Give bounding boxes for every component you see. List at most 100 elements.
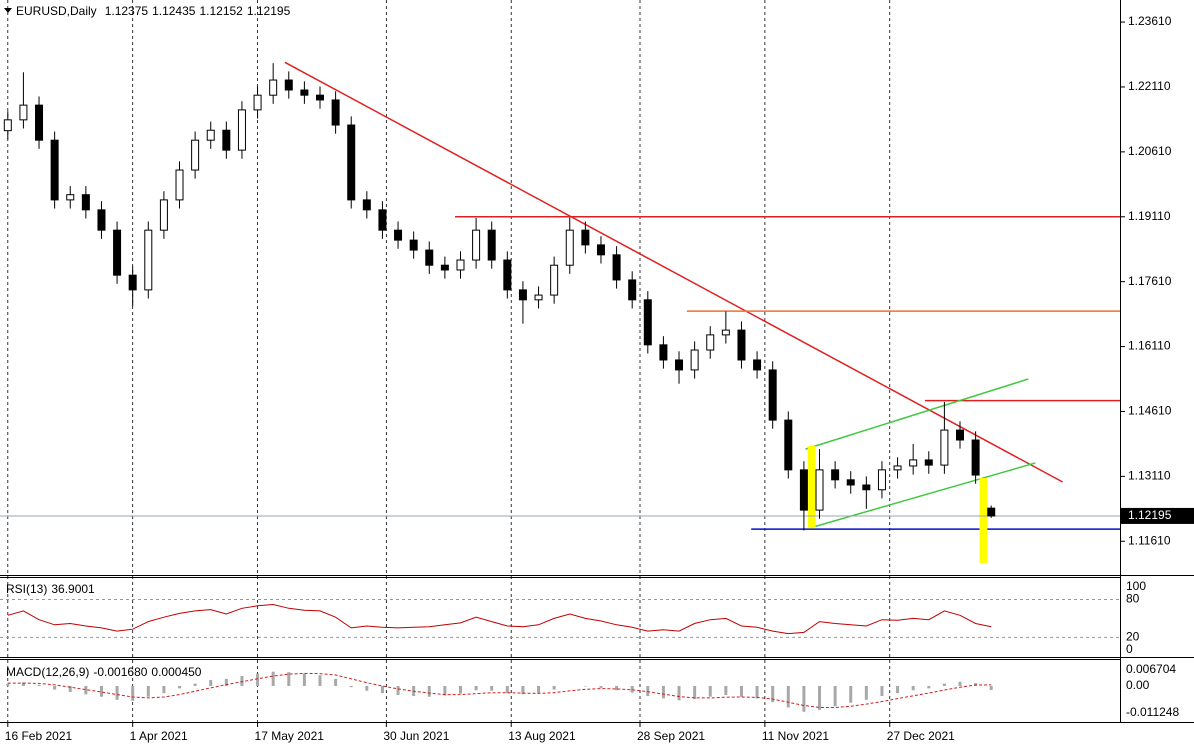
x-tick-label: 11 Nov 2021 bbox=[762, 729, 829, 743]
chart-title: EURUSD,Daily bbox=[16, 4, 97, 18]
candle-body bbox=[81, 194, 90, 211]
candle-body bbox=[690, 349, 699, 371]
y-tick-label: -0.011248 bbox=[1126, 705, 1179, 719]
candle-body bbox=[269, 79, 278, 96]
macd-bar bbox=[724, 685, 728, 696]
candle-body bbox=[706, 334, 715, 351]
candle-body bbox=[347, 124, 356, 201]
x-tick-label: 28 Sep 2021 bbox=[637, 729, 705, 743]
macd-bar bbox=[818, 685, 822, 710]
macd-bar bbox=[537, 685, 541, 694]
candle-body bbox=[784, 419, 793, 471]
macd-bar bbox=[287, 672, 291, 686]
y-tick-label: 1.23610 bbox=[1128, 14, 1172, 28]
candle-body bbox=[378, 209, 387, 231]
macd-bar bbox=[68, 685, 72, 692]
macd-bar bbox=[131, 685, 135, 701]
macd-bar bbox=[505, 685, 509, 694]
candle-body bbox=[456, 259, 465, 271]
trendline bbox=[284, 61, 1063, 483]
macd-bar bbox=[693, 685, 697, 700]
macd-bar bbox=[380, 685, 384, 694]
macd-bar bbox=[896, 685, 900, 694]
macd-bar bbox=[115, 685, 119, 700]
macd-bar bbox=[146, 685, 150, 697]
header-high: 1.12435 bbox=[152, 4, 196, 18]
y-tick-label: 0.006704 bbox=[1126, 662, 1176, 676]
macd-bar bbox=[271, 671, 275, 686]
y-tick-label: 1.13110 bbox=[1128, 469, 1171, 483]
pane-frames bbox=[0, 0, 1194, 723]
macd-bar bbox=[334, 678, 338, 686]
candle-body bbox=[425, 249, 434, 266]
macd-bar bbox=[224, 678, 228, 686]
macd-bar bbox=[911, 685, 915, 691]
candle-body bbox=[316, 94, 324, 101]
candle-body bbox=[66, 194, 75, 201]
x-tick-label: 13 Aug 2021 bbox=[508, 729, 576, 743]
macd-bar bbox=[490, 685, 494, 691]
candle-body bbox=[768, 369, 777, 421]
header-open: 1.12375 bbox=[105, 4, 149, 18]
candle-body bbox=[659, 344, 668, 361]
candle-body bbox=[331, 99, 340, 126]
candle-body bbox=[924, 459, 933, 466]
macd-bar bbox=[739, 685, 743, 697]
rsi-value: 36.9001 bbox=[51, 582, 95, 596]
rsi-line bbox=[7, 603, 992, 635]
candle-body bbox=[144, 229, 153, 291]
candle-body bbox=[721, 329, 730, 336]
candle-body bbox=[675, 359, 684, 371]
macd-bar bbox=[458, 685, 462, 694]
macd-bar bbox=[162, 685, 166, 694]
macd-bar bbox=[365, 685, 369, 691]
candle-body bbox=[550, 264, 559, 296]
x-tick-label: 1 Apr 2021 bbox=[130, 729, 188, 743]
macd-bar bbox=[396, 685, 400, 696]
macd-bar bbox=[6, 683, 10, 686]
candle-body bbox=[394, 229, 403, 241]
macd-bar bbox=[771, 685, 775, 703]
candle-body bbox=[3, 119, 12, 132]
y-tick-label: 1.14610 bbox=[1128, 404, 1172, 418]
candle-body bbox=[35, 104, 44, 141]
macd-bar bbox=[99, 685, 103, 697]
macd-bar bbox=[474, 685, 478, 691]
header-close: 1.12195 bbox=[247, 4, 291, 18]
candle-body bbox=[487, 229, 496, 261]
y-tick-label: 1.22110 bbox=[1128, 79, 1171, 93]
macd-signal-line bbox=[7, 672, 992, 708]
candle-body bbox=[737, 329, 746, 361]
candle-body bbox=[628, 279, 637, 301]
x-tick-label: 16 Feb 2021 bbox=[5, 729, 73, 743]
macd-bar bbox=[599, 685, 603, 688]
macd-bar bbox=[240, 675, 244, 686]
macd-bar bbox=[37, 684, 41, 686]
macd-bar bbox=[84, 685, 88, 695]
candle-body bbox=[191, 139, 200, 171]
macd-bar bbox=[193, 683, 197, 686]
macd-bar bbox=[708, 685, 712, 697]
candle-body bbox=[940, 429, 949, 466]
candle-body bbox=[362, 199, 371, 211]
candle-body bbox=[97, 209, 106, 231]
x-tick-label: 30 Jun 2021 bbox=[383, 729, 449, 743]
candle-body bbox=[815, 469, 824, 511]
macd-bar bbox=[630, 685, 634, 693]
candle-body bbox=[128, 274, 137, 291]
macd-name: MACD(12,26,9) bbox=[6, 665, 89, 679]
macd-bar bbox=[209, 680, 213, 686]
macd-value: -0.001680 bbox=[93, 665, 147, 679]
macd-bar bbox=[802, 685, 806, 712]
macd-bar bbox=[521, 685, 525, 695]
candle-body bbox=[19, 104, 28, 121]
candle-body bbox=[534, 294, 543, 301]
y-tick-label: 80 bbox=[1126, 592, 1140, 606]
macd-bar bbox=[677, 685, 681, 701]
macd-bar bbox=[427, 685, 431, 697]
macd-bar bbox=[661, 685, 665, 699]
